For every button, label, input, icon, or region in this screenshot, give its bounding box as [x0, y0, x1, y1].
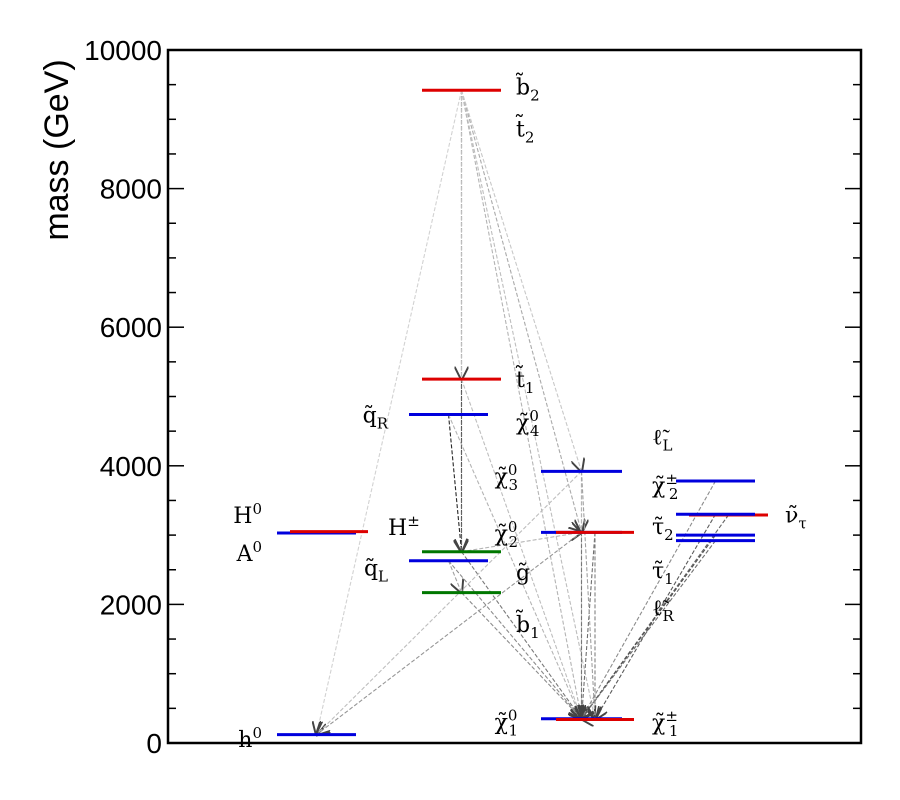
particle-label: b̃1 [515, 608, 540, 642]
decay-arrow-slepR-chi10 [582, 540, 716, 719]
particle-label: t̃1 [515, 363, 535, 397]
particle-label: χ̃0 4 [516, 407, 539, 440]
particle-label: χ̃0 3 [495, 461, 518, 494]
particle-label: b̃2 [515, 71, 540, 105]
particle-label: g̃ [516, 561, 530, 586]
decay-arrow-qL-chi10 [448, 560, 582, 719]
particle-label: t̃2 [515, 113, 535, 147]
decay-arrow-t1-chi10 [460, 378, 582, 719]
decay-arrow-chi30-chi1pm [580, 471, 596, 719]
particle-labels: H0 A0 H± h0 b̃2 t̃2 t̃1 q̃R χ̃0 4 q̃L g̃ b̃1 χ̃0 3 χ̃0 2… [233, 71, 806, 753]
y-tick-label: 10000 [84, 35, 162, 66]
decay-arrow-slepL-chi10 [582, 480, 716, 719]
decay-arrow-chi30-h0 [317, 470, 582, 734]
decay-arrow-tau1-chi10 [582, 534, 716, 719]
decay-arrow-qR-chi10 [447, 414, 582, 719]
mass-levels [277, 88, 768, 737]
decay-arrow-gluino-chi20 [461, 532, 582, 553]
decay-arrows [317, 90, 729, 734]
y-tick-label: 0 [146, 728, 162, 759]
y-tick-label: 2000 [100, 589, 162, 620]
particle-label: χ̃0 2 [495, 518, 518, 551]
decay-arrow-b2-chi20 [460, 90, 582, 532]
y-ticks: 0 2000 4000 6000 8000 10000 [84, 35, 861, 759]
axes: 0 2000 4000 6000 8000 10000 mass (GeV) [38, 35, 863, 759]
particle-label: H± [388, 512, 420, 541]
decay-arrow-qL-b1 [447, 560, 462, 593]
particle-label: τ̃2 [652, 515, 674, 544]
particle-label: τ̃1 [652, 559, 674, 588]
decay-arrow-gluino-chi10 [461, 551, 582, 719]
decay-arrow-b2-chi30 [460, 90, 582, 471]
decay-arrow-b2-h0 [317, 90, 463, 734]
decay-arrow-b2-chi10 [460, 90, 582, 719]
particle-label: χ̃0 1 [495, 707, 518, 740]
particle-label: χ̃± 2 [652, 470, 678, 503]
y-tick-label: 8000 [100, 174, 162, 205]
particle-label: ν̃τ [785, 503, 807, 532]
particle-label: χ̃± 1 [652, 707, 678, 740]
decay-arrow-b2-chi1pm [460, 90, 596, 719]
particle-label: ℓ̃L [652, 426, 673, 455]
particle-label: h0 [238, 724, 262, 753]
decay-arrow-tau2-chi1pm [595, 514, 716, 719]
particle-label: ℓ̃R [652, 596, 675, 625]
particle-label: H0 [233, 500, 262, 529]
particle-label: A0 [236, 538, 262, 567]
decay-arrow-chi20-h0 [317, 531, 582, 734]
y-tick-label: 6000 [100, 312, 162, 343]
particle-label: q̃L [364, 557, 388, 586]
decay-arrow-b1-chi10 [461, 592, 582, 719]
y-tick-label: 4000 [100, 451, 162, 482]
particle-label: q̃R [363, 404, 389, 433]
y-axis-title: mass (GeV) [38, 59, 76, 240]
decay-arrow-qR-gluino [447, 414, 462, 552]
decay-arrow-chi2pm-chi10 [582, 532, 596, 718]
